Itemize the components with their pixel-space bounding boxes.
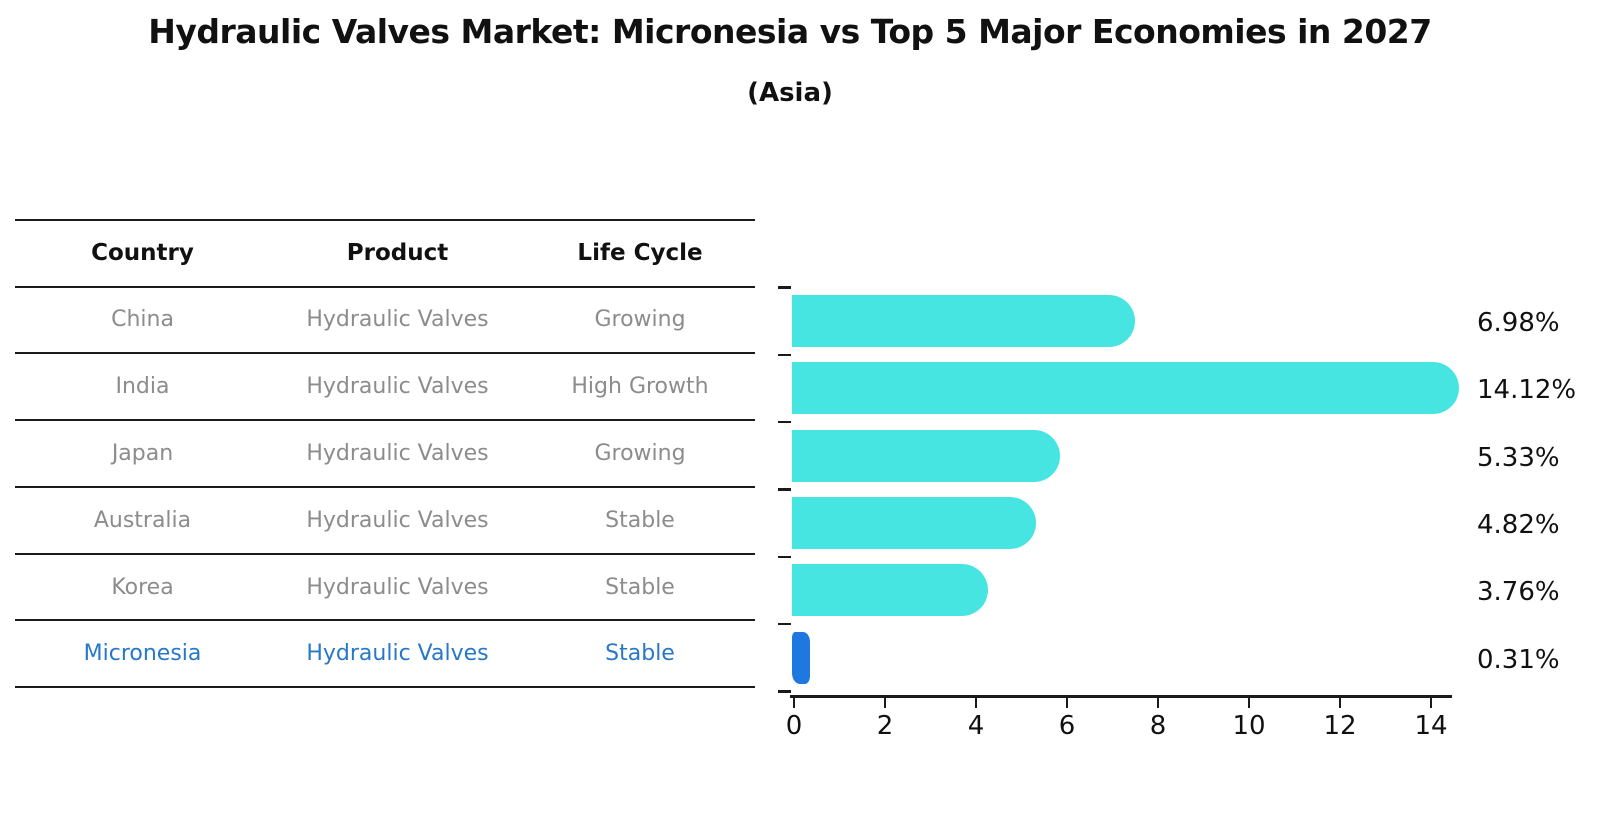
cell-product: Hydraulic Valves bbox=[306, 574, 489, 600]
x-tick-label: 8 bbox=[1149, 711, 1167, 741]
table-row: Japan Hydraulic Valves Growing bbox=[15, 421, 755, 488]
y-tick-mark bbox=[778, 622, 791, 626]
table-header-row: Country Product Life Cycle bbox=[15, 221, 755, 288]
cell-country: Japan bbox=[111, 440, 174, 466]
x-tick-mark bbox=[792, 698, 796, 708]
bar-korea bbox=[792, 564, 989, 617]
bar-micronesia bbox=[792, 631, 811, 684]
value-label: 6.98% bbox=[1477, 307, 1560, 338]
cell-life-cycle: Stable bbox=[605, 507, 675, 533]
table-row: China Hydraulic Valves Growing bbox=[15, 288, 755, 355]
y-tick-mark bbox=[778, 488, 791, 491]
cell-country: Micronesia bbox=[83, 641, 202, 667]
chart-title: Hydraulic Valves Market: Micronesia vs T… bbox=[148, 12, 1432, 51]
x-tick-mark bbox=[1429, 698, 1433, 708]
bar-australia bbox=[792, 496, 1037, 549]
cell-life-cycle: Stable bbox=[605, 641, 675, 667]
cell-country: China bbox=[111, 307, 174, 333]
country-table: Country Product Life Cycle China Hydraulic … bbox=[15, 219, 755, 689]
x-tick-label: 0 bbox=[785, 711, 803, 741]
column-header-life-cycle: Life Cycle bbox=[577, 240, 703, 267]
cell-country: Australia bbox=[93, 507, 192, 533]
bar-india bbox=[792, 362, 1460, 415]
x-axis-line bbox=[790, 695, 1452, 698]
value-label: 3.76% bbox=[1477, 577, 1560, 608]
x-tick-label: 14 bbox=[1414, 711, 1448, 741]
cell-life-cycle: High Growth bbox=[571, 374, 709, 400]
bar-china bbox=[792, 294, 1135, 347]
cell-country: India bbox=[115, 374, 170, 400]
cell-product: Hydraulic Valves bbox=[306, 507, 489, 533]
value-label: 4.82% bbox=[1477, 509, 1560, 540]
x-tick-mark bbox=[1065, 698, 1069, 708]
x-tick-label: 2 bbox=[876, 711, 894, 741]
x-tick-mark bbox=[1247, 698, 1251, 708]
y-tick-mark bbox=[778, 286, 791, 289]
cell-product: Hydraulic Valves bbox=[306, 440, 489, 466]
chart-subtitle: (Asia) bbox=[747, 78, 833, 108]
value-label: 0.31% bbox=[1477, 644, 1560, 675]
table-row: Micronesia Hydraulic Valves Stable bbox=[15, 621, 755, 689]
x-tick-mark bbox=[974, 698, 978, 708]
cell-product: Hydraulic Valves bbox=[306, 307, 489, 333]
value-label: 14.12% bbox=[1477, 375, 1577, 406]
cell-product: Hydraulic Valves bbox=[306, 374, 489, 400]
cell-product: Hydraulic Valves bbox=[306, 641, 489, 667]
column-header-country: Country bbox=[91, 240, 194, 267]
table-row: Korea Hydraulic Valves Stable bbox=[15, 555, 755, 622]
value-label: 5.33% bbox=[1477, 442, 1560, 473]
table-body: China Hydraulic Valves Growing India Hydraul… bbox=[15, 288, 755, 689]
x-tick-label: 4 bbox=[967, 711, 985, 741]
y-tick-mark bbox=[778, 555, 791, 558]
cell-life-cycle: Growing bbox=[594, 307, 686, 333]
table-row: India Hydraulic Valves High Growth bbox=[15, 354, 755, 422]
y-tick-mark bbox=[778, 690, 791, 693]
x-tick-mark bbox=[1156, 698, 1160, 708]
x-tick-label: 12 bbox=[1323, 711, 1357, 741]
cell-life-cycle: Stable bbox=[605, 574, 675, 600]
x-tick-mark bbox=[1338, 698, 1342, 708]
x-tick-label: 6 bbox=[1058, 711, 1076, 741]
column-header-product: Product bbox=[346, 240, 449, 267]
cell-country: Korea bbox=[111, 574, 174, 600]
bar-japan bbox=[792, 429, 1060, 482]
cell-life-cycle: Growing bbox=[594, 440, 686, 466]
table-row: Australia Hydraulic Valves Stable bbox=[15, 488, 755, 555]
y-tick-mark bbox=[778, 420, 791, 424]
x-tick-label: 10 bbox=[1232, 711, 1266, 741]
y-tick-mark bbox=[778, 353, 791, 357]
x-tick-mark bbox=[883, 698, 887, 708]
